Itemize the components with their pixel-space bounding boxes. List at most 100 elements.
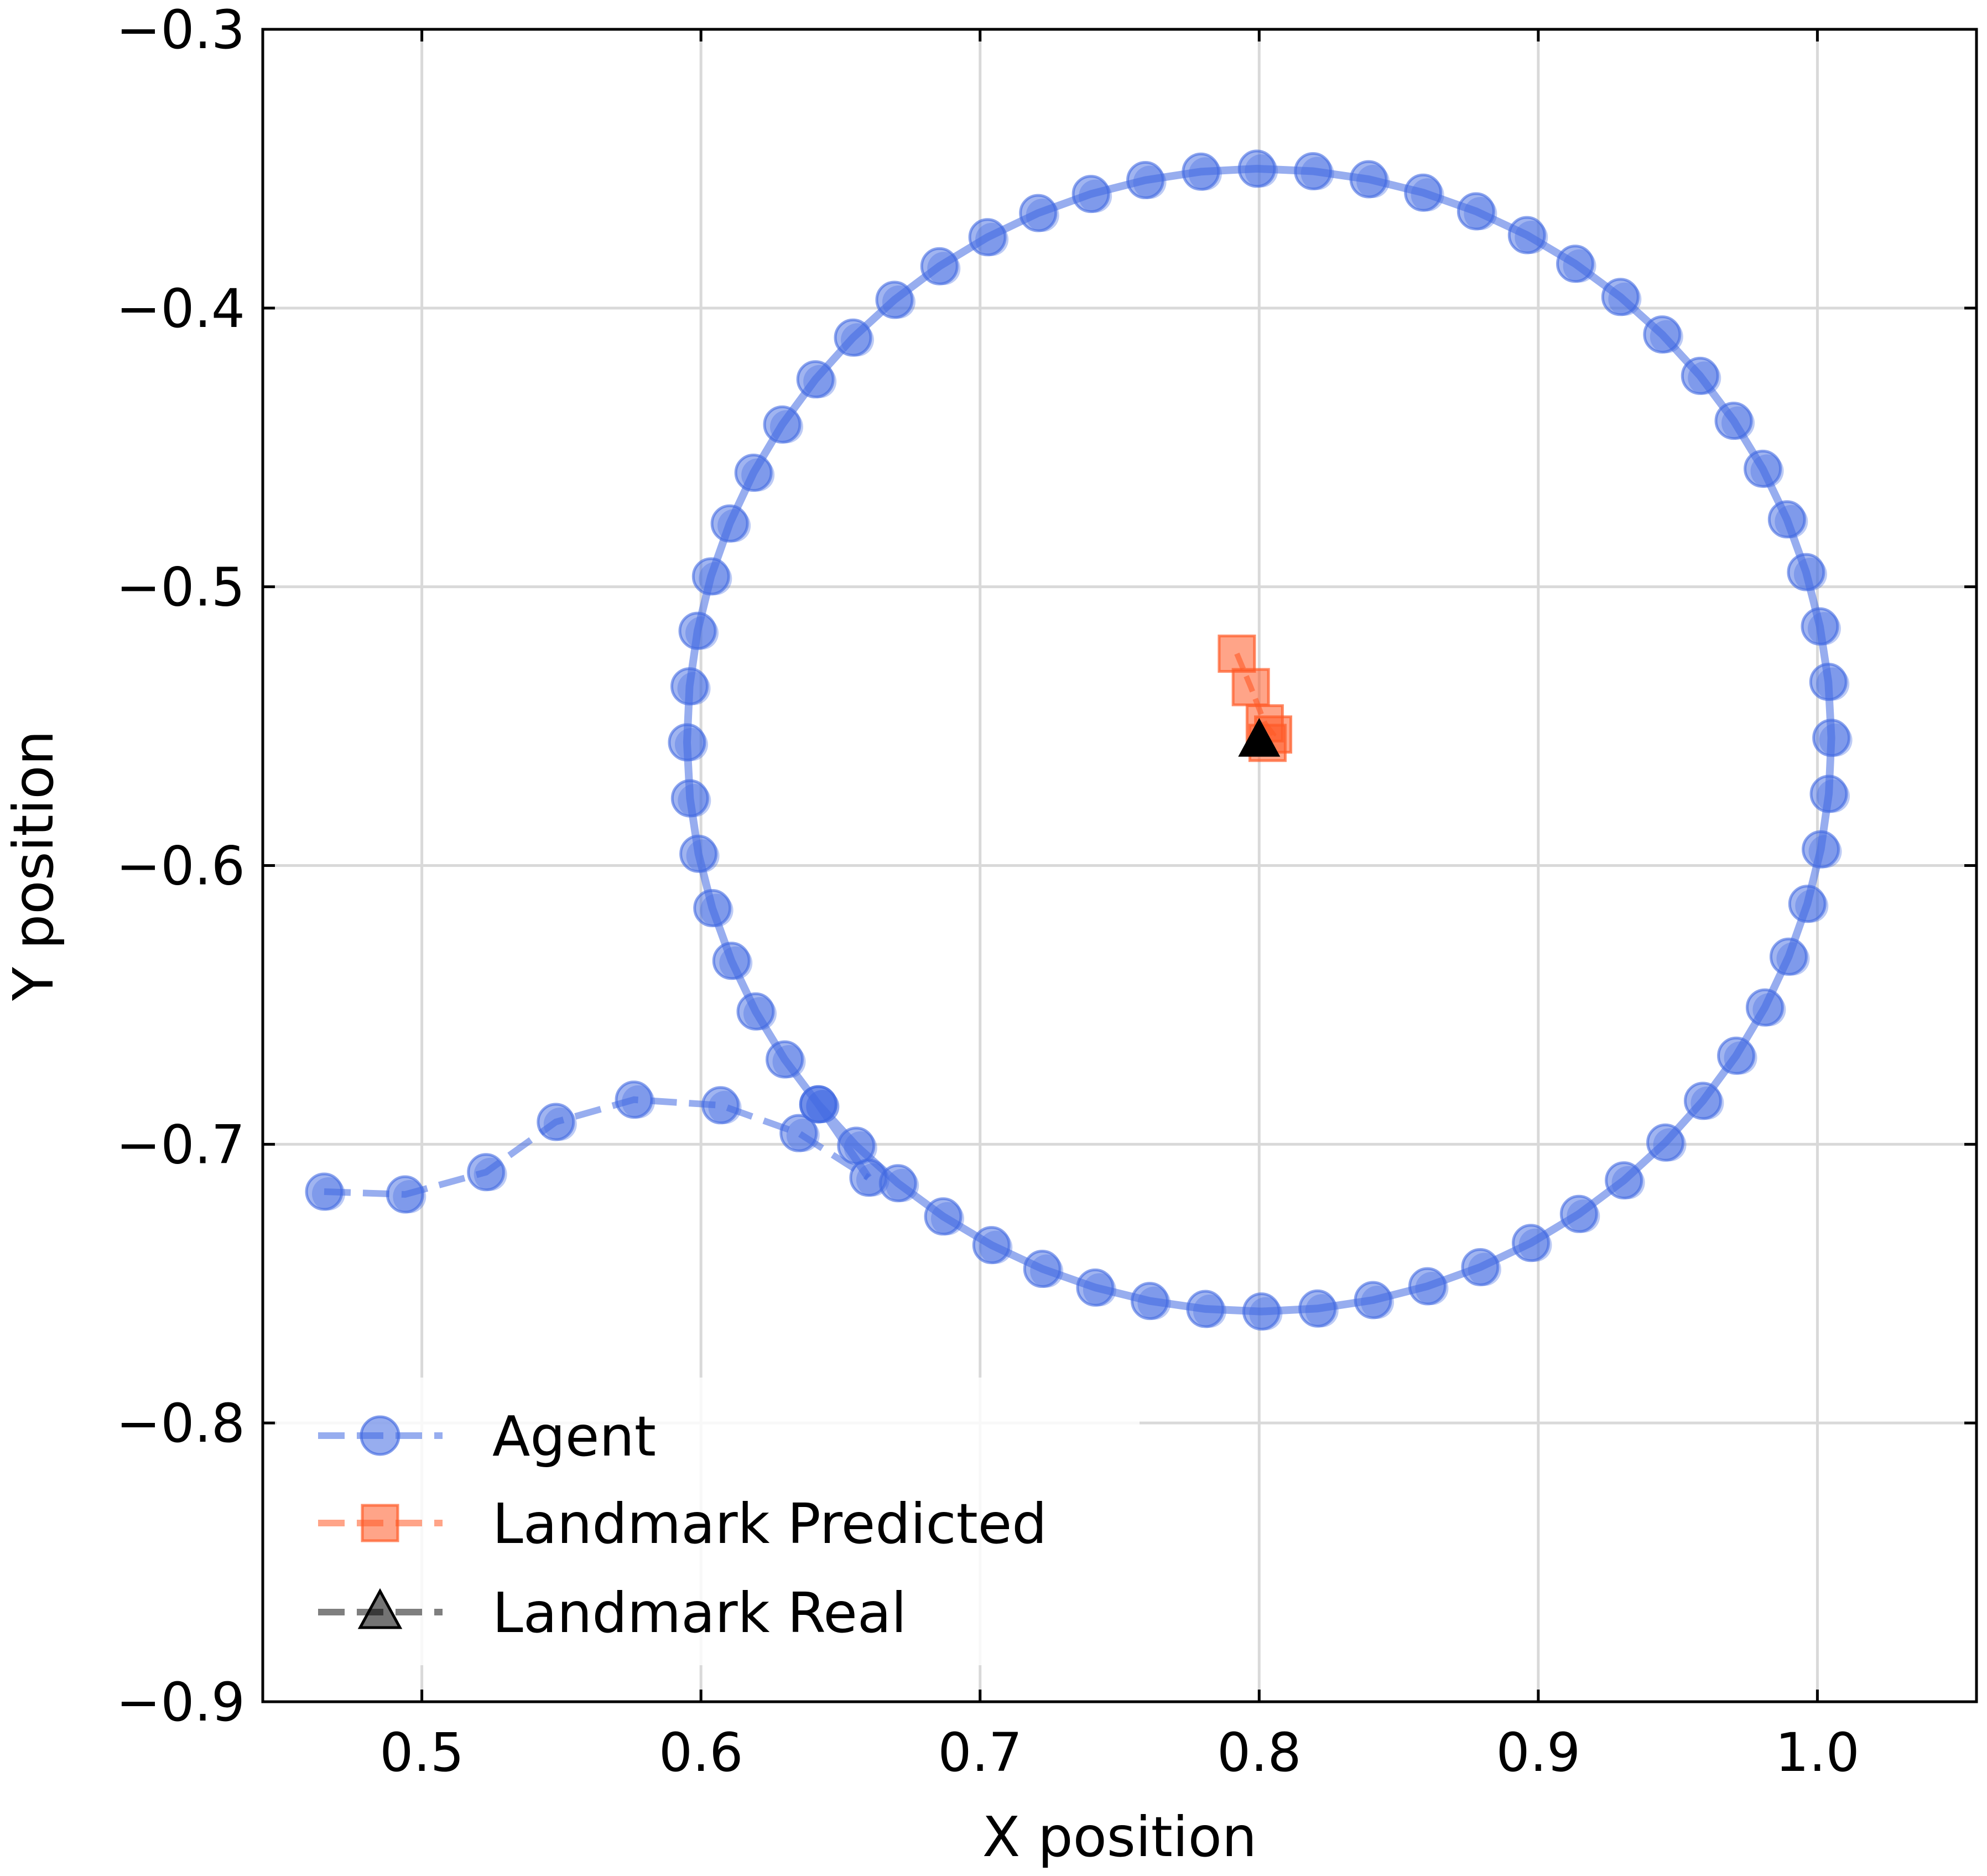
agent-point-overlap	[1301, 157, 1334, 190]
agent-point-overlap	[1188, 157, 1222, 191]
agent-point	[924, 1197, 963, 1236]
y-tick-label: −0.9	[116, 1671, 245, 1733]
agent-point-overlap	[678, 784, 711, 818]
agent-point-overlap	[841, 323, 875, 357]
agent-point-overlap	[1650, 320, 1683, 354]
agent-point	[1559, 1194, 1598, 1233]
agent-point-overlap	[927, 252, 961, 285]
agent-point	[305, 1172, 344, 1211]
legend-label: Landmark Real	[492, 1581, 907, 1645]
agent-point-overlap	[1133, 165, 1167, 199]
legend-label: Agent	[492, 1404, 656, 1469]
agent-point-overlap	[1411, 178, 1444, 212]
agent-point	[1126, 161, 1165, 200]
agent-point-overlap	[931, 1202, 965, 1235]
agent-point-overlap	[1653, 1128, 1687, 1162]
agent-point-overlap	[1776, 942, 1810, 976]
x-tick-label: 0.8	[1217, 1722, 1302, 1784]
agent-point	[1457, 192, 1495, 231]
agent-point	[693, 888, 732, 927]
agent-point-overlap	[882, 285, 916, 319]
agent-point	[1294, 152, 1333, 191]
agent-point-overlap	[677, 672, 711, 705]
agent-point-overlap	[686, 839, 720, 873]
agent-point-overlap	[1819, 723, 1853, 757]
agent-point	[386, 1175, 424, 1214]
agent-point-overlap	[1415, 1271, 1449, 1305]
agent-point-overlap	[717, 509, 751, 543]
agent-point	[1605, 1161, 1643, 1200]
agent-point-overlap	[312, 1177, 346, 1210]
agent-point-overlap	[975, 222, 1009, 256]
agent-point	[920, 247, 959, 285]
landmark-predicted-point	[1231, 668, 1270, 706]
agent-point	[834, 318, 872, 357]
agent-point	[1556, 245, 1595, 283]
agent-point	[1801, 607, 1839, 646]
agent-point-overlap	[393, 1180, 426, 1214]
agent-point-overlap	[1518, 1228, 1552, 1262]
agent-point-overlap	[1793, 558, 1827, 591]
agent-point-overlap	[719, 946, 753, 980]
agent-point-overlap	[1690, 1086, 1724, 1120]
agent-point	[1354, 1281, 1392, 1319]
agent-point	[1681, 356, 1719, 395]
agent-point	[1601, 278, 1640, 316]
y-axis-label: Y position	[1, 730, 66, 1001]
agent-point-overlap	[700, 893, 734, 927]
agent-point-overlap	[1305, 1294, 1339, 1328]
agent-point	[1802, 830, 1840, 869]
agent-point	[875, 280, 914, 319]
y-tick-label: −0.7	[116, 1114, 245, 1176]
agent-point	[701, 1086, 740, 1125]
x-tick-label: 0.9	[1496, 1722, 1581, 1784]
agent-point	[1809, 775, 1848, 813]
agent-point	[537, 1103, 575, 1141]
agent-point	[678, 611, 717, 650]
agent-point-overlap	[1026, 199, 1059, 232]
agent-point	[1071, 175, 1110, 214]
agent-point	[1646, 1123, 1685, 1162]
agent-point	[736, 992, 775, 1031]
agent-point-overlap	[1721, 406, 1755, 440]
agent-point	[1242, 1292, 1281, 1331]
y-tick-label: −0.8	[116, 1392, 245, 1454]
agent-point-overlap	[1567, 1199, 1600, 1233]
agent-point-overlap	[1515, 220, 1548, 254]
agent-point-overlap	[685, 616, 719, 650]
agent-point-overlap	[1464, 196, 1497, 230]
legend-entry: Landmark Predicted	[318, 1492, 1047, 1556]
agent-point	[670, 667, 709, 706]
agent-point-overlap	[770, 410, 804, 444]
agent-point-overlap	[1817, 779, 1850, 813]
agent-point	[878, 1164, 917, 1203]
legend-entry: Agent	[318, 1404, 656, 1469]
legend-marker	[357, 1588, 403, 1629]
x-tick-label: 1.0	[1775, 1722, 1860, 1784]
agent-point-overlap	[1775, 505, 1808, 538]
agent-point-overlap	[1245, 154, 1278, 188]
agent-point-overlap	[803, 365, 837, 398]
agent-point-overlap	[806, 1090, 840, 1124]
agent-point	[1404, 173, 1443, 212]
agent-point-overlap	[543, 1108, 577, 1141]
agent-point-overlap	[786, 1119, 820, 1152]
agent-point	[467, 1153, 506, 1192]
agent-point	[1461, 1248, 1500, 1286]
agent-point	[712, 942, 751, 980]
agent-point-overlap	[622, 1085, 656, 1119]
y-tick-label: −0.5	[116, 557, 245, 619]
agent-point	[799, 1085, 838, 1124]
agent-point	[668, 723, 706, 762]
legend-label: Landmark Predicted	[492, 1492, 1047, 1556]
agent-point	[1643, 315, 1682, 354]
agent-point-overlap	[1030, 1254, 1064, 1288]
agent-point-overlap	[743, 997, 777, 1031]
agent-point-overlap	[1816, 667, 1850, 701]
agent-point-overlap	[1752, 993, 1786, 1027]
legend-marker	[361, 1504, 399, 1542]
agent-point	[1408, 1267, 1447, 1306]
agent-point	[679, 834, 718, 873]
y-tick-label: −0.4	[116, 278, 245, 340]
